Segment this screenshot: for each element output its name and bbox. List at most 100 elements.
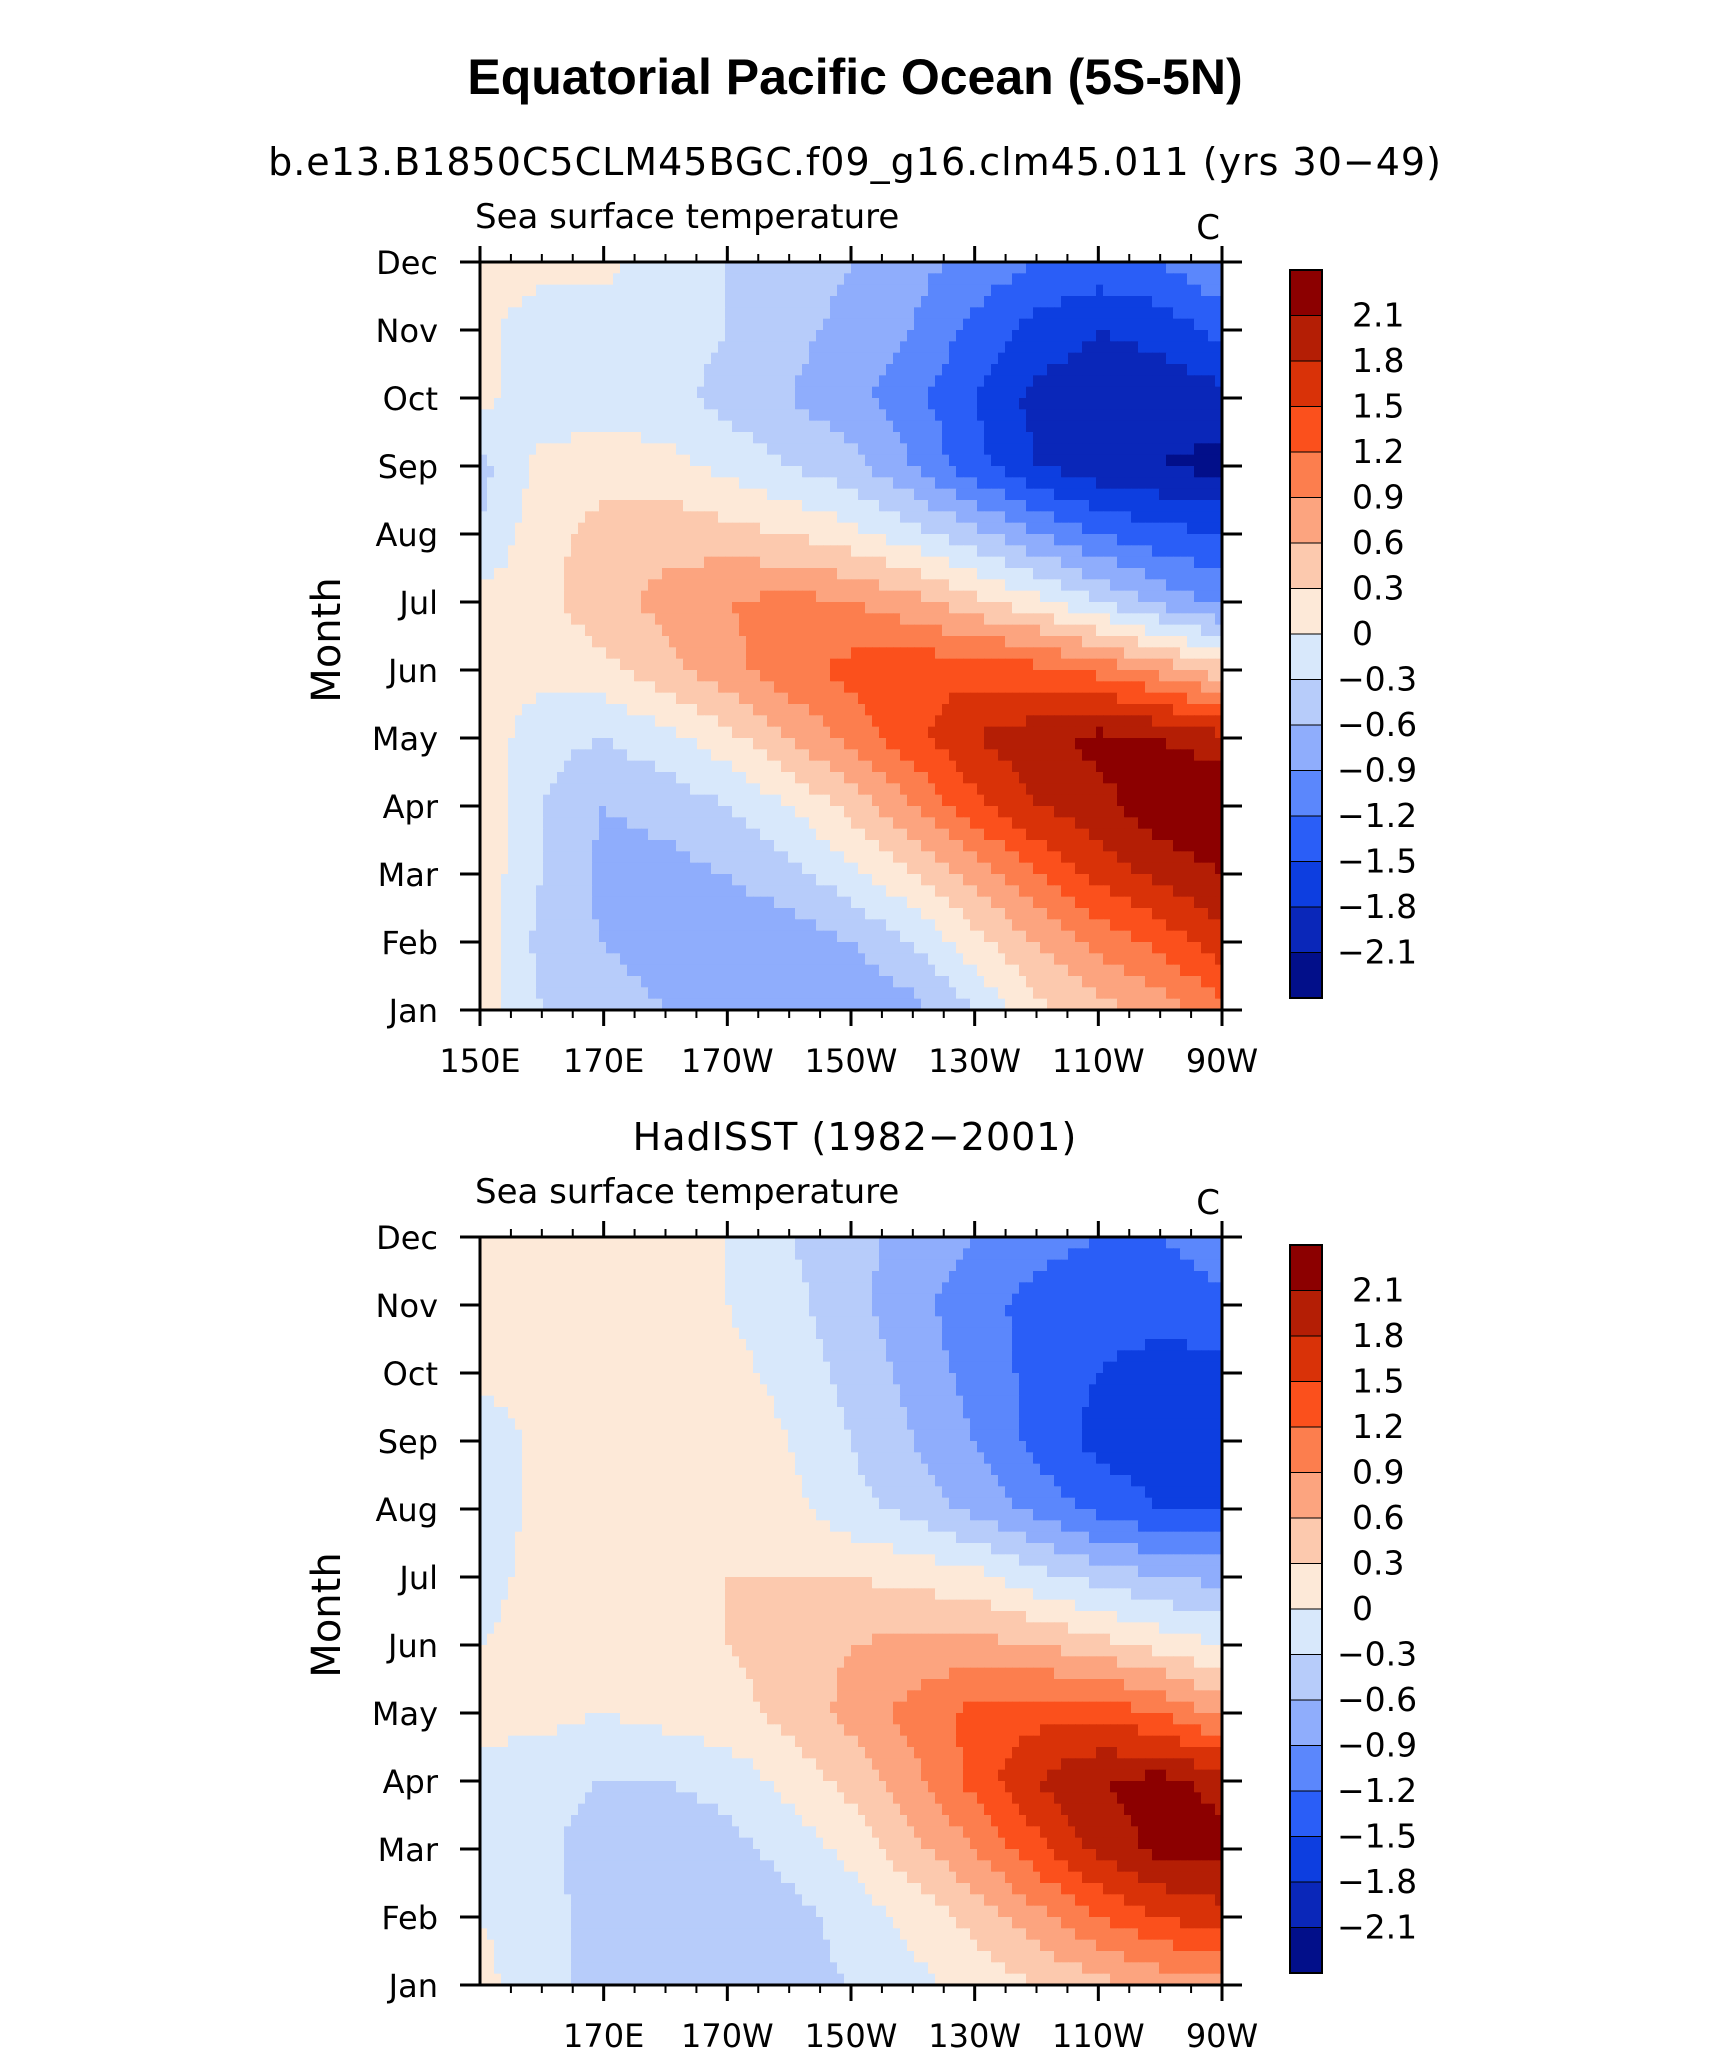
contour-cell xyxy=(634,692,642,705)
contour-cell xyxy=(837,296,845,308)
contour-cell xyxy=(522,545,530,558)
contour-cell xyxy=(543,409,551,422)
contour-cell xyxy=(522,477,530,490)
contour-cell xyxy=(711,670,719,682)
contour-cell xyxy=(886,296,894,308)
contour-cell xyxy=(1152,715,1160,728)
contour-cell xyxy=(914,443,922,456)
contour-cell xyxy=(1173,715,1181,728)
contour-cell xyxy=(802,772,810,784)
contour-cell xyxy=(690,307,698,320)
contour-cell xyxy=(578,375,586,388)
contour-cell xyxy=(753,749,761,762)
contour-cell xyxy=(662,556,670,569)
contour-cell xyxy=(690,511,698,524)
contour-cell xyxy=(711,432,719,444)
contour-cell xyxy=(1208,352,1216,365)
contour-cell xyxy=(991,670,999,682)
contour-cell xyxy=(795,454,803,467)
contour-cell xyxy=(739,352,747,365)
contour-cell xyxy=(1201,783,1209,796)
contour-cell xyxy=(809,420,817,433)
contour-cell xyxy=(935,375,943,388)
contour-cell xyxy=(886,749,894,762)
contour-cell xyxy=(1082,375,1090,388)
contour-cell xyxy=(718,409,726,422)
contour-cell xyxy=(711,636,719,648)
contour-cell xyxy=(690,783,698,796)
contour-cell xyxy=(760,579,768,592)
contour-cell xyxy=(1033,352,1041,365)
contour-cell xyxy=(641,488,649,501)
contour-cell xyxy=(1166,692,1174,705)
contour-cell xyxy=(942,692,950,705)
contour-cell xyxy=(676,715,684,728)
contour-cell xyxy=(830,749,838,762)
contour-cell xyxy=(550,488,558,501)
contour-cell xyxy=(494,783,502,796)
contour-cell xyxy=(515,534,523,546)
contour-cell xyxy=(970,364,978,376)
contour-cell xyxy=(774,568,782,580)
contour-cell xyxy=(1215,534,1223,546)
contour-cell xyxy=(550,409,558,422)
contour-cell xyxy=(620,454,628,467)
contour-cell xyxy=(949,364,957,376)
contour-cell xyxy=(956,296,964,308)
contour-cell xyxy=(1138,738,1146,750)
contour-cell xyxy=(1033,284,1041,297)
contour-cell xyxy=(830,466,838,478)
contour-cell xyxy=(914,262,922,274)
contour-cell xyxy=(508,522,516,535)
contour-cell xyxy=(914,534,922,546)
contour-cell xyxy=(935,307,943,320)
contour-cell xyxy=(837,522,845,535)
contour-cell xyxy=(851,500,859,512)
contour-cell xyxy=(690,704,698,716)
contour-cell xyxy=(585,500,593,512)
contour-cell xyxy=(508,398,516,410)
contour-cell xyxy=(1117,602,1125,614)
contour-cell xyxy=(1019,602,1027,614)
contour-cell xyxy=(844,318,852,331)
y-axis-label: Month xyxy=(304,577,350,702)
contour-cell xyxy=(564,386,572,399)
contour-cell xyxy=(543,420,551,433)
contour-cell xyxy=(1089,375,1097,388)
contour-cell xyxy=(529,432,537,444)
contour-cell xyxy=(606,647,614,660)
contour-cell xyxy=(697,341,705,354)
contour-cell xyxy=(655,602,663,614)
contour-cell xyxy=(1033,783,1041,796)
contour-cell xyxy=(1040,568,1048,580)
contour-cell xyxy=(1138,341,1146,354)
contour-cell xyxy=(585,670,593,682)
contour-cell xyxy=(893,420,901,433)
contour-cell xyxy=(1054,692,1062,705)
contour-cell xyxy=(592,726,600,739)
contour-cell xyxy=(830,602,838,614)
contour-cell xyxy=(1110,262,1118,274)
contour-cell xyxy=(564,318,572,331)
contour-cell xyxy=(522,454,530,467)
contour-cell xyxy=(592,409,600,422)
contour-cell xyxy=(1047,477,1055,490)
contour-cell xyxy=(669,602,677,614)
contour-cell xyxy=(627,341,635,354)
contour-cell xyxy=(515,636,523,648)
contour-cell xyxy=(669,647,677,660)
contour-cell xyxy=(1187,692,1195,705)
contour-cell xyxy=(508,364,516,376)
contour-cell xyxy=(928,262,936,274)
contour-cell xyxy=(501,477,509,490)
contour-cell xyxy=(662,681,670,694)
contour-cell xyxy=(809,477,817,490)
contour-cell xyxy=(1117,658,1125,671)
contour-cell xyxy=(1005,783,1013,796)
contour-cell xyxy=(1012,307,1020,320)
contour-cell xyxy=(1103,488,1111,501)
contour-cell xyxy=(599,454,607,467)
contour-cell xyxy=(1152,738,1160,750)
contour-cell xyxy=(753,307,761,320)
contour-cell xyxy=(746,318,754,331)
